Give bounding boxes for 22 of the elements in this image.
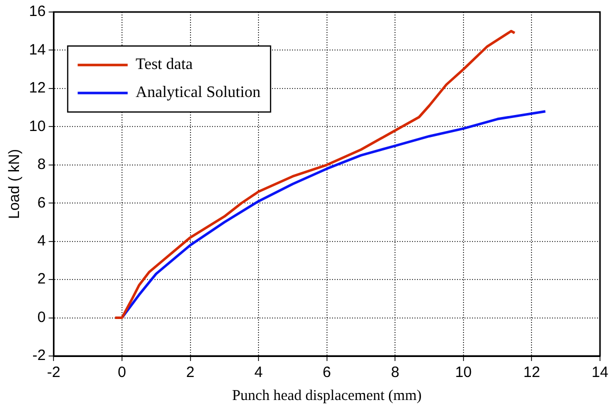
x-axis-title: Punch head displacement (mm) <box>232 388 422 404</box>
x-tick-label: 12 <box>523 364 540 382</box>
x-tick-label: 0 <box>118 364 126 382</box>
y-tick-label: -2 <box>32 347 46 364</box>
y-tick-label: 14 <box>28 41 46 58</box>
x-tick-label: 8 <box>390 364 400 382</box>
y-tick-label: 0 <box>37 308 46 326</box>
x-tick-label: 4 <box>254 364 263 382</box>
legend-label: Analytical Solution <box>136 84 261 102</box>
y-tick-label: 6 <box>37 194 46 212</box>
y-tick-label: 8 <box>37 156 46 174</box>
x-tick-label: 10 <box>455 364 472 382</box>
y-tick-label: 10 <box>28 118 46 135</box>
y-tick-label: 16 <box>28 3 46 20</box>
x-tick-label: 14 <box>592 364 608 382</box>
legend-label: Test data <box>136 56 193 74</box>
x-tick-label: 6 <box>322 364 332 382</box>
x-tick-label: 2 <box>186 364 194 382</box>
y-tick-label: 4 <box>37 232 46 250</box>
y-axis-title: Load ( kN) <box>6 148 24 220</box>
y-tick-label: 12 <box>28 80 46 97</box>
y-tick-label: 2 <box>37 270 46 288</box>
